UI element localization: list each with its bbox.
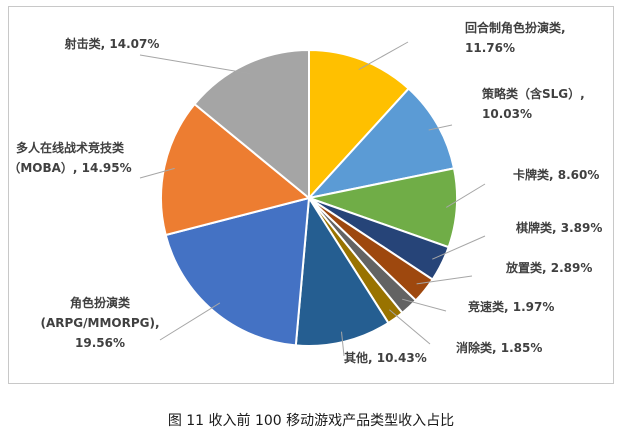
slice-label: 卡牌类, 8.60% [513, 167, 599, 182]
leader-line [389, 309, 431, 345]
slice-label: 棋牌类, 3.89% [516, 220, 602, 235]
pie-slice [193, 48, 310, 201]
slice-label: 竞速类, 1.97% [468, 299, 554, 314]
slice-label: 放置类, 2.89% [505, 260, 592, 275]
pie-slice [164, 196, 311, 347]
pie-slice [306, 87, 456, 200]
slice-label: 多人在线战术竞技类（MOBA）, 14.95% [8, 140, 131, 175]
leader-line [341, 331, 345, 357]
slice-label: 射击类, 14.07% [64, 36, 160, 51]
slice-label: 其他, 10.43% [344, 350, 427, 365]
pie-slice [160, 102, 312, 237]
leader-line [139, 54, 251, 75]
pie-slice [308, 48, 411, 201]
leader-line [358, 41, 409, 71]
slice-label: 策略类（含SLG）, 10.03% [482, 86, 585, 121]
slice-label: 回合制角色扮演类, 11.76% [465, 20, 566, 55]
leader-line [402, 298, 447, 312]
slice-label: 消除类, 1.85% [456, 340, 542, 355]
figure-caption: 图 11 收入前 100 移动游戏产品类型收入占比 [167, 413, 455, 429]
leader-line [159, 302, 221, 341]
leader-line [446, 183, 486, 208]
leader-line [428, 124, 453, 131]
leader-line [432, 235, 486, 260]
pie-slice [294, 194, 390, 347]
leader-line [416, 275, 473, 285]
leader-line [139, 167, 175, 179]
slice-label: 角色扮演类(ARPG/MMORPG), 19.56% [40, 295, 159, 350]
